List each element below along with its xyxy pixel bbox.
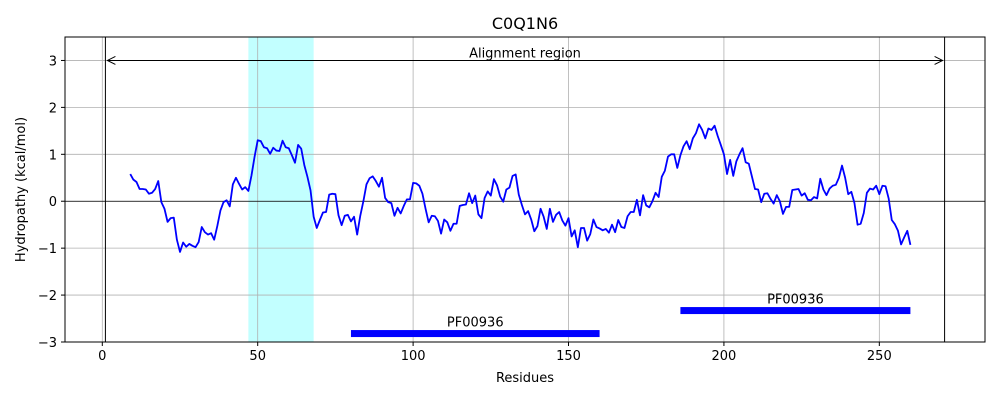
x-tick-label: 250: [867, 349, 892, 364]
domain-feature-label: PF00936: [447, 316, 504, 331]
axes-layer: 0 50 100 150 200 250 −3 −2 −1 0 1 2 3: [38, 36, 986, 364]
chart-title: C0Q1N6: [492, 14, 558, 33]
x-axis-label: Residues: [496, 371, 554, 386]
domain-feature-bar: [680, 307, 911, 315]
domain-feature-bar: [350, 330, 600, 338]
y-tick-label: −1: [38, 242, 57, 257]
hydropathy-line: [129, 123, 912, 253]
alignment-region-label: Alignment region: [469, 46, 581, 61]
y-tick-label: 0: [49, 195, 57, 210]
x-tick-label: 150: [556, 349, 581, 364]
y-tick-label: −2: [38, 289, 57, 304]
y-tick-label: 1: [49, 148, 57, 163]
x-tick-label: 100: [401, 349, 426, 364]
domain-feature-label: PF00936: [767, 293, 824, 308]
y-tick-label: 2: [49, 101, 57, 116]
plot-background-layer: [248, 37, 314, 342]
plot-frame: [64, 36, 986, 343]
x-tick-label: 0: [98, 349, 106, 364]
y-tick-label: 3: [49, 54, 57, 69]
y-tick-label: −3: [38, 336, 57, 351]
highlight-region: [248, 37, 314, 342]
x-tick-label: 50: [249, 349, 266, 364]
alignment-arrow-right-head: [934, 56, 944, 65]
y-axis-label: Hydropathy (kcal/mol): [14, 117, 29, 262]
alignment-arrow-left-head: [106, 56, 116, 65]
x-tick-label: 200: [712, 349, 737, 364]
data-layer: Alignment region PF00936 PF00936: [65, 37, 985, 342]
